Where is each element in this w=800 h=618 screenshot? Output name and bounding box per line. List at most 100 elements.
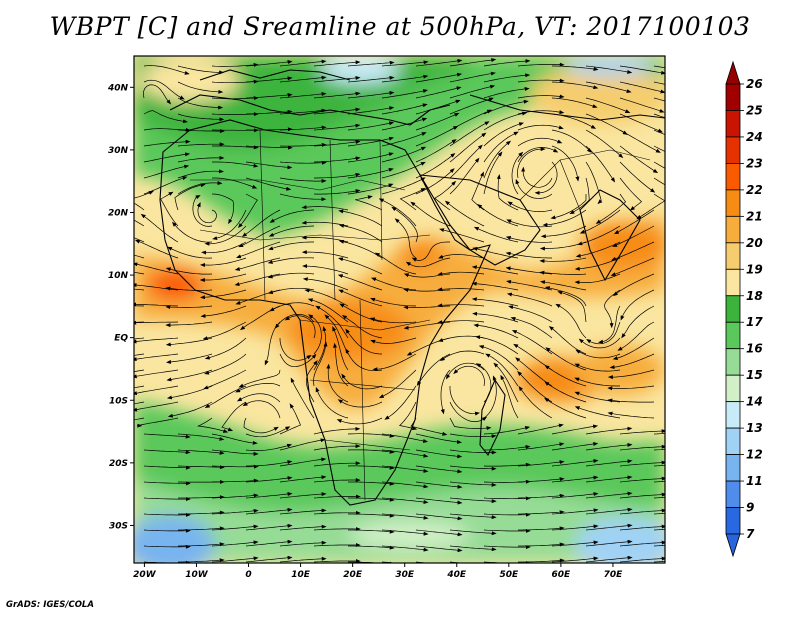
streamline	[449, 545, 497, 552]
streamline	[245, 92, 293, 99]
streamline	[143, 110, 188, 124]
streamline	[540, 225, 587, 239]
streamline	[585, 507, 633, 515]
streamline	[453, 365, 485, 387]
streamline	[449, 449, 497, 455]
colorbar-swatch	[725, 163, 741, 191]
streamline	[279, 492, 327, 499]
streamline	[449, 497, 497, 504]
streamline	[551, 97, 598, 108]
streamline	[585, 81, 632, 93]
streamline	[245, 491, 293, 499]
lat-tick-label: 20S	[109, 459, 128, 469]
streamline	[381, 89, 429, 99]
streamline	[166, 369, 213, 382]
streamline	[211, 433, 258, 445]
streamline	[381, 449, 429, 458]
streamline	[391, 206, 418, 243]
streamline	[585, 459, 633, 467]
streamline	[574, 391, 621, 403]
streamline	[555, 303, 587, 339]
streamline	[653, 497, 665, 499]
streamline	[653, 545, 665, 547]
colorbar-label: 20	[746, 236, 763, 250]
streamline	[177, 465, 225, 470]
streamline	[619, 97, 665, 113]
colorbar-swatch	[725, 83, 741, 111]
streamline	[236, 241, 281, 259]
streamline	[619, 177, 643, 211]
streamline	[585, 113, 628, 135]
streamline	[607, 411, 655, 419]
streamline	[612, 337, 655, 360]
streamline	[410, 417, 448, 436]
streamline	[653, 81, 665, 85]
streamline	[505, 236, 553, 243]
streamline	[545, 347, 587, 371]
streamline	[279, 524, 327, 531]
streamline	[279, 353, 317, 368]
streamline	[177, 142, 225, 147]
streamline	[177, 155, 225, 163]
streamline	[381, 529, 429, 536]
streamline	[347, 449, 395, 454]
streamline	[347, 183, 394, 195]
streamline	[598, 305, 621, 344]
streamline	[475, 335, 519, 355]
streamline	[518, 542, 565, 547]
streamline	[313, 60, 361, 67]
streamline	[211, 556, 259, 563]
streamline	[551, 129, 592, 153]
streamline	[619, 161, 656, 193]
streamline	[619, 429, 665, 435]
colorbar-swatch	[725, 295, 741, 323]
streamline	[134, 321, 145, 323]
streamline	[473, 323, 519, 339]
streamline	[579, 209, 621, 234]
colorbar-swatch	[725, 427, 741, 455]
streamline	[313, 107, 361, 115]
lat-tick-label: 40N	[107, 83, 129, 93]
streamline	[574, 363, 621, 372]
streamline	[507, 201, 553, 212]
streamline	[347, 60, 395, 67]
streamline	[619, 476, 665, 483]
streamline	[204, 337, 247, 360]
streamline	[585, 426, 633, 435]
streamline	[305, 360, 318, 403]
streamline	[200, 305, 247, 318]
streamline	[574, 406, 621, 419]
streamline	[485, 353, 519, 387]
streamline	[211, 449, 259, 456]
streamline	[544, 397, 587, 419]
streamline	[279, 540, 327, 547]
streamline	[348, 529, 395, 534]
streamline	[483, 111, 528, 131]
streamline	[444, 200, 485, 227]
streamline	[399, 188, 426, 211]
streamline	[202, 321, 247, 341]
streamline	[204, 225, 247, 246]
streamline	[200, 257, 247, 267]
streamline	[551, 81, 599, 90]
streamline	[134, 369, 145, 373]
streamline	[165, 305, 213, 310]
streamline	[177, 433, 225, 441]
streamline	[483, 512, 531, 517]
coastlines	[159, 69, 665, 506]
streamline	[585, 539, 633, 547]
streamline	[653, 113, 665, 119]
streamline	[204, 353, 247, 375]
streamline	[607, 369, 655, 380]
streamline	[134, 401, 145, 405]
lon-tick-label: 50E	[499, 570, 519, 580]
streamline	[143, 544, 191, 549]
streamline	[403, 305, 451, 310]
streamline	[551, 424, 599, 435]
streamline	[267, 257, 315, 264]
streamline	[539, 257, 587, 263]
lon-tick-label: 20W	[133, 570, 157, 580]
streamline	[134, 283, 179, 291]
streamline	[575, 241, 621, 258]
streamline	[653, 449, 665, 451]
